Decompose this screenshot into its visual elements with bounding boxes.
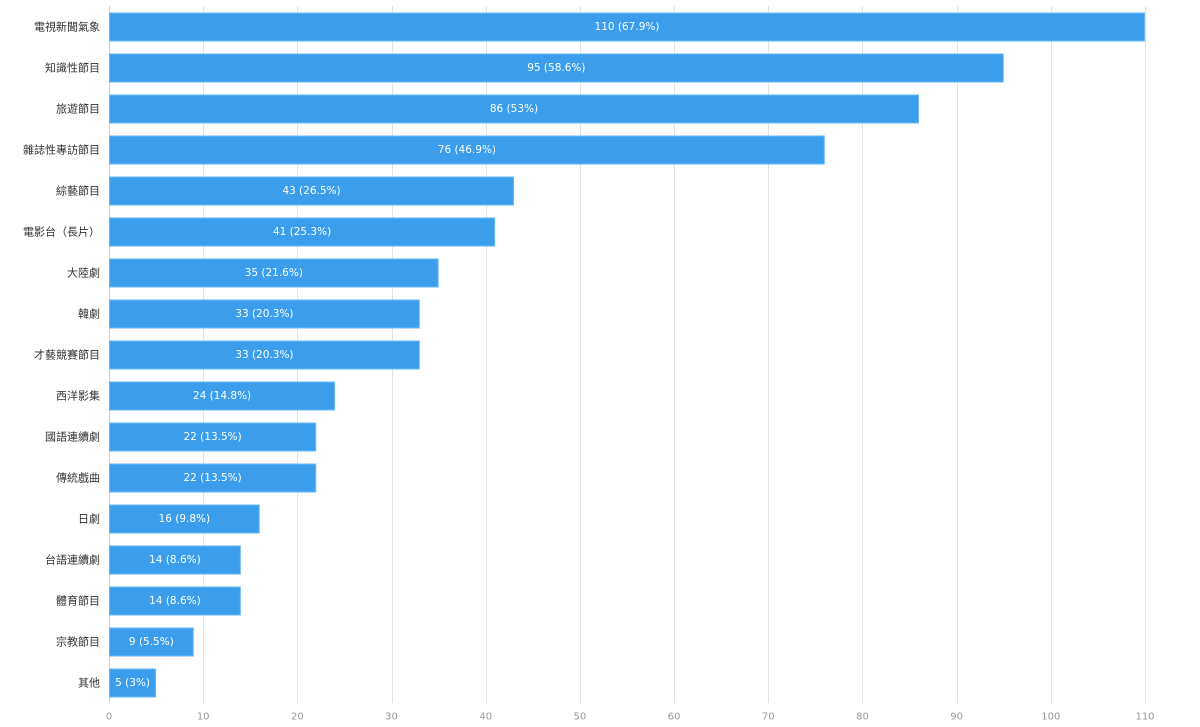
bar bbox=[109, 299, 420, 329]
data-label: 24 (14.8%) bbox=[193, 390, 251, 402]
bar bbox=[109, 586, 241, 616]
category-label: 台語連續劇 bbox=[45, 553, 100, 567]
category-label: 日劇 bbox=[78, 512, 100, 526]
data-label: 110 (67.9%) bbox=[595, 21, 660, 33]
category-label: 國語連續劇 bbox=[45, 430, 100, 444]
bar bbox=[109, 545, 241, 575]
data-label: 14 (8.6%) bbox=[149, 595, 201, 607]
x-tick-label: 10 bbox=[197, 712, 210, 723]
category-label: 知識性節目 bbox=[45, 61, 100, 75]
data-label: 43 (26.5%) bbox=[282, 185, 340, 197]
bar bbox=[109, 504, 260, 534]
category-label: 綜藝節目 bbox=[56, 184, 100, 198]
data-label: 16 (9.8%) bbox=[159, 513, 211, 525]
bar bbox=[109, 340, 420, 370]
data-label: 35 (21.6%) bbox=[245, 267, 303, 279]
tick-layer: 0 10 20 30 40 50 60 70 80 90 100 110 bbox=[106, 712, 1155, 723]
data-label: 22 (13.5%) bbox=[183, 431, 241, 443]
category-label: 電影台（長片） bbox=[23, 225, 100, 239]
data-label: 86 (53%) bbox=[490, 103, 538, 115]
category-label: 電視新聞氣象 bbox=[34, 20, 100, 34]
bar bbox=[109, 53, 1004, 83]
category-label: 宗教節目 bbox=[56, 635, 100, 649]
bar bbox=[109, 258, 439, 288]
bar bbox=[109, 217, 496, 247]
data-label: 41 (25.3%) bbox=[273, 226, 331, 238]
category-label: 才藝競賽節目 bbox=[34, 348, 100, 362]
data-label: 5 (3%) bbox=[115, 677, 150, 689]
x-tick-label: 60 bbox=[668, 712, 681, 723]
category-label: 傳統戲曲 bbox=[56, 471, 100, 485]
x-tick-label: 20 bbox=[291, 712, 304, 723]
bar bbox=[109, 135, 825, 165]
category-label: 韓劇 bbox=[78, 307, 100, 321]
bar bbox=[109, 627, 194, 657]
bar bbox=[109, 12, 1145, 42]
category-label: 體育節目 bbox=[56, 594, 100, 608]
bar bbox=[109, 176, 514, 206]
data-label: 33 (20.3%) bbox=[235, 349, 293, 361]
category-label: 旅遊節目 bbox=[56, 102, 100, 116]
data-label: 22 (13.5%) bbox=[183, 472, 241, 484]
x-tick-label: 50 bbox=[574, 712, 587, 723]
category-label: 西洋影集 bbox=[56, 389, 100, 403]
bar bbox=[109, 422, 317, 452]
x-tick-label: 0 bbox=[106, 712, 112, 723]
data-label: 95 (58.6%) bbox=[527, 62, 585, 74]
bar bbox=[109, 463, 317, 493]
bar bbox=[109, 381, 336, 411]
data-label: 14 (8.6%) bbox=[149, 554, 201, 566]
category-label: 其他 bbox=[78, 677, 100, 690]
x-tick-label: 110 bbox=[1135, 712, 1154, 723]
data-label: 76 (46.9%) bbox=[438, 144, 496, 156]
x-tick-label: 70 bbox=[762, 712, 775, 723]
label-layer: 電視新聞氣象 110 (67.9%) 知識性節目 95 (58.6%) 旅遊節目 86 (… bbox=[23, 20, 659, 690]
bar-layer bbox=[109, 12, 1145, 698]
data-label: 9 (5.5%) bbox=[129, 636, 174, 648]
category-label: 雜誌性專訪節目 bbox=[23, 143, 100, 157]
x-tick-label: 80 bbox=[856, 712, 869, 723]
bar bbox=[109, 668, 157, 698]
category-label: 大陸劇 bbox=[67, 266, 100, 280]
x-tick-label: 40 bbox=[479, 712, 492, 723]
x-tick-label: 90 bbox=[950, 712, 963, 723]
bar bbox=[109, 94, 919, 124]
x-tick-label: 30 bbox=[385, 712, 398, 723]
x-tick-label: 100 bbox=[1041, 712, 1060, 723]
data-label: 33 (20.3%) bbox=[235, 308, 293, 320]
